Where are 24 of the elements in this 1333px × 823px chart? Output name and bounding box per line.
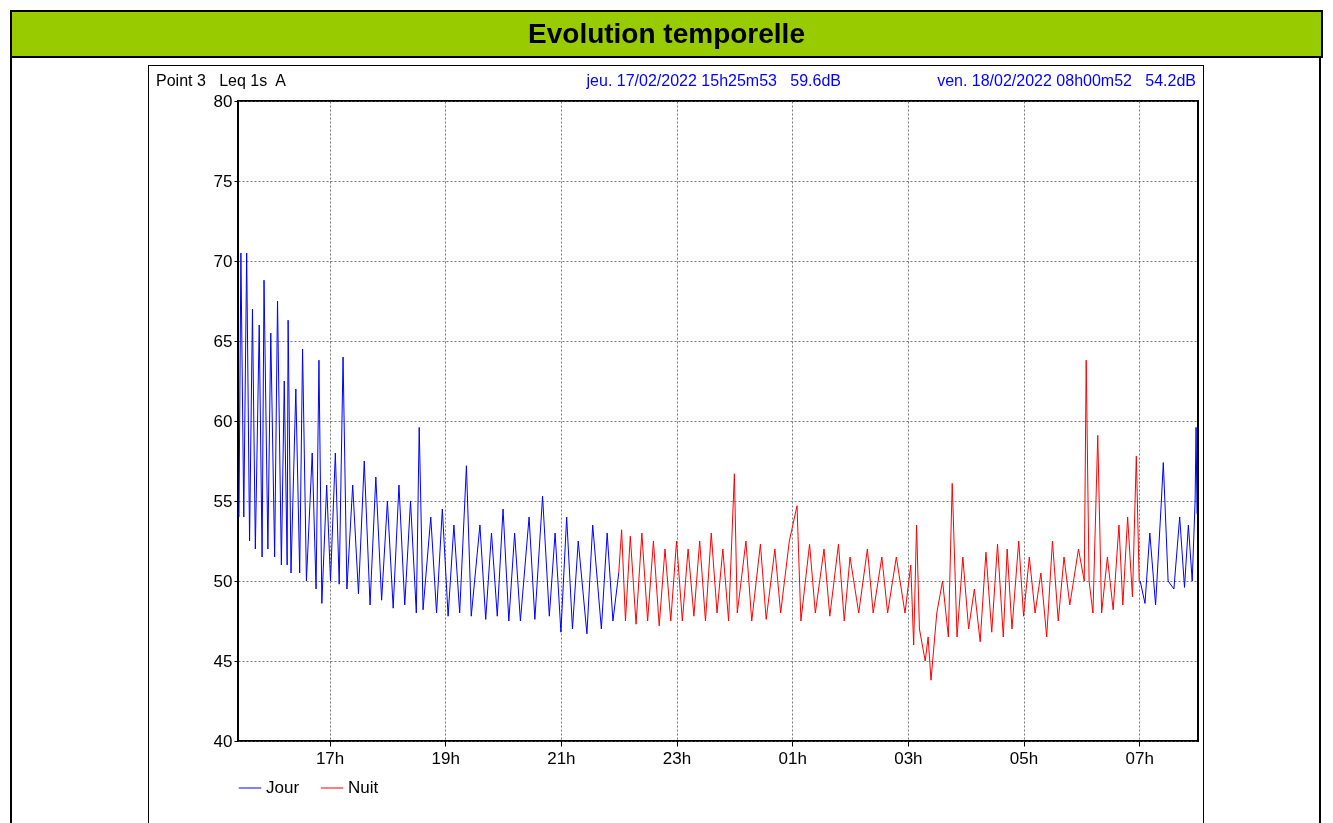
y-tick-label: 65 [213,331,233,351]
y-tick-label: 40 [213,731,233,751]
y-tick-label: 45 [213,651,233,671]
y-tick-label: 55 [213,491,233,511]
x-tick-label: 07h [1125,748,1154,768]
y-tick-label: 50 [213,571,233,591]
text: ven. 18/02/2022 08h00m52 54.2dB [937,72,1196,90]
x-tick-label: 23h [662,748,692,768]
y-tick-label: 80 [213,91,233,111]
text: Point 3 Leq 1s A [156,72,286,90]
text: jeu. 17/02/2022 15h25m53 59.6dB [586,72,841,90]
x-tick-label: 05h [1009,748,1039,768]
x-tick-label: 21h [547,748,576,768]
x-tick-label: 19h [431,748,460,768]
y-tick-label: 75 [213,171,233,191]
line-series [618,359,1141,681]
x-tick-label: 03h [894,748,923,768]
x-tick-label: 17h [315,748,345,768]
y-tick-label: 60 [213,411,233,431]
legend-label: Nuit [348,778,379,797]
y-tick-label: 70 [213,251,233,271]
legend-label: Jour [266,778,300,797]
chart-title: Evolution temporelle [10,10,1323,58]
x-tick-label: 01h [778,748,807,768]
